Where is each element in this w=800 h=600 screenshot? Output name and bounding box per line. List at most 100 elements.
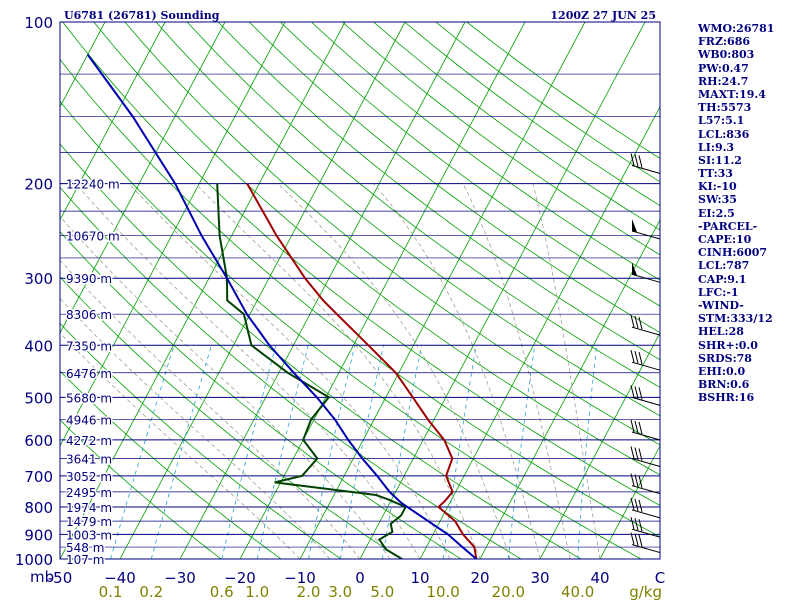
height-label: 2495 m xyxy=(66,486,112,500)
index-item: SI:11.2 xyxy=(698,153,742,167)
pressure-tick-label: 200 xyxy=(24,176,53,194)
wind-barb-feather xyxy=(638,499,643,512)
isotherm-line xyxy=(419,105,660,559)
moist-adiabat-line xyxy=(195,183,481,559)
wind-barb-pennant xyxy=(632,218,637,232)
temperature-tick-label: -50 xyxy=(48,569,73,587)
mixing-ratio-tick-label: 3.0 xyxy=(328,583,352,600)
station-title: U6781 (26781) Sounding xyxy=(64,9,220,22)
wind-barb-feather xyxy=(630,446,635,459)
height-label: 548 m xyxy=(66,541,104,555)
wind-barb-feather xyxy=(638,475,643,488)
mixing-ratio-line xyxy=(507,345,536,559)
mixing-ratio-line xyxy=(256,345,309,559)
temperature-line xyxy=(246,183,478,559)
wind-barb-feather xyxy=(634,154,639,167)
isotherm-line xyxy=(299,22,586,559)
height-label: 3641 m xyxy=(66,453,112,467)
index-item: RH:24.7 xyxy=(698,74,749,88)
height-label: 10670 m xyxy=(66,230,120,244)
temperature-tick-label: −30 xyxy=(164,569,196,587)
index-item: SW:35 xyxy=(698,193,737,207)
isotherm-line xyxy=(539,332,660,559)
isobars xyxy=(60,21,660,560)
index-item: BRN:0.6 xyxy=(698,378,750,392)
height-label: 9390 m xyxy=(66,272,112,286)
height-label: 6476 m xyxy=(66,367,112,381)
pressure-tick-label: 400 xyxy=(24,337,53,355)
mixing-ratio-tick-label: 1.0 xyxy=(245,583,269,600)
wind-barb-feather xyxy=(638,352,643,365)
wind-barb-feather xyxy=(634,447,639,460)
wind-barb-feather xyxy=(638,317,643,330)
plot-frame xyxy=(59,21,661,560)
height-label: 4272 m xyxy=(66,434,112,448)
wind-barb-staff xyxy=(631,164,661,174)
wind-barb-feather xyxy=(634,351,639,364)
wind-barb-feather xyxy=(634,474,639,487)
dewpoint-line xyxy=(216,183,407,559)
wind-barb-feather xyxy=(630,517,635,530)
height-label: 1479 m xyxy=(66,515,112,529)
wind-barb-staff xyxy=(631,544,661,554)
wind-barb-feather xyxy=(634,498,639,511)
sounding-indices: WMO:26781 FRZ:686 WB0:803 PW:0.47 RH:24.7 MAX… xyxy=(698,22,798,404)
dry-adiabat-line xyxy=(60,58,660,538)
height-label: 8306 m xyxy=(66,308,112,322)
index-item: -WIND- xyxy=(698,298,744,312)
isotherm-line xyxy=(239,22,526,559)
index-item: CAPE:10 xyxy=(698,233,752,246)
isotherm-line xyxy=(479,218,660,559)
pressure-tick-label: 800 xyxy=(24,499,53,517)
index-item: HEL:28 xyxy=(698,325,744,339)
wind-barb-pennant xyxy=(632,262,637,276)
index-item: WB0:803 xyxy=(698,48,755,62)
index-item: LFC:-1 xyxy=(698,285,739,299)
parcel-line xyxy=(86,54,478,559)
index-item: FRZ:686 xyxy=(698,35,751,49)
sounding-time: 1200Z 27 JUN 25 xyxy=(550,9,656,22)
sounding-curves xyxy=(86,54,478,559)
wind-barb-feather xyxy=(634,420,639,434)
mixing-ratio-tick-label: 2.0 xyxy=(297,583,321,600)
index-item: CAP:9.1 xyxy=(698,272,747,286)
wind-barb-feather xyxy=(634,518,639,531)
wind-barb-feather xyxy=(630,153,635,166)
index-item: KI:-10 xyxy=(698,180,737,194)
pressure-tick-label: 300 xyxy=(24,270,53,288)
wind-barb-feather xyxy=(630,315,635,328)
temperature-tick-label: 0 xyxy=(355,569,365,587)
temperature-tick-label: 20 xyxy=(470,569,489,587)
mixing-ratio-line xyxy=(150,345,212,559)
wind-barb-staff xyxy=(631,485,661,495)
wind-barb-feather xyxy=(630,473,635,486)
isotherm-line xyxy=(60,22,226,334)
wind-barb-feather xyxy=(634,533,639,546)
wind-barb-feather xyxy=(638,387,643,400)
dry-adiabat-line xyxy=(62,22,660,506)
temperature-tick-label: C xyxy=(655,569,665,587)
index-item: STM:333/12 xyxy=(698,312,773,326)
isotherm-line xyxy=(359,22,646,559)
mixing-ratio-unit-label: g/kg xyxy=(629,583,662,600)
wind-barb-feather xyxy=(630,350,635,363)
index-item: EI:2.5 xyxy=(698,206,735,220)
index-item: SHR+:0.0 xyxy=(698,338,758,352)
mixing-ratio-tick-label: 20.0 xyxy=(492,583,525,600)
isotherm-line xyxy=(599,445,660,559)
index-item: LCL:787 xyxy=(698,259,750,273)
isotherm-line xyxy=(60,22,166,221)
pressure-axis-label: mb xyxy=(30,568,54,586)
moist-adiabat-line xyxy=(373,183,541,559)
pressure-tick-label: 700 xyxy=(24,468,53,486)
wind-barb-staff xyxy=(631,528,661,538)
temperature-tick-label: 10 xyxy=(410,569,429,587)
isotherm-line xyxy=(179,22,466,559)
height-label: 1003 m xyxy=(66,528,112,542)
pressure-tick-label: 500 xyxy=(24,389,53,407)
pressure-tick-label: 1000 xyxy=(15,551,53,569)
wind-barb-feather xyxy=(630,532,635,545)
index-item: L57:5.1 xyxy=(698,114,745,128)
